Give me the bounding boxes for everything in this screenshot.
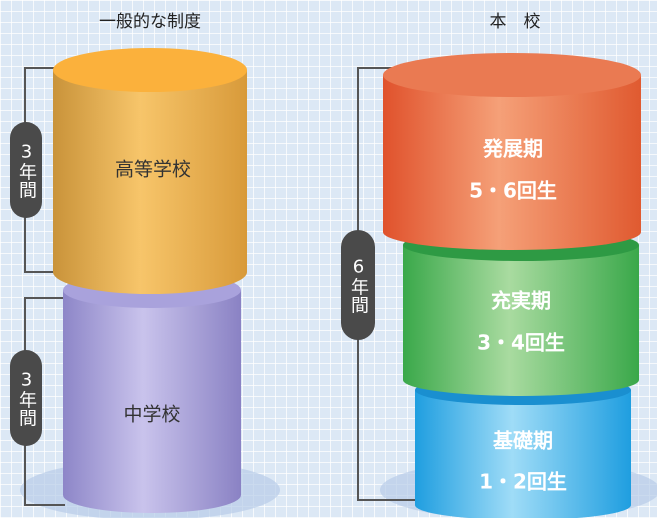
cylinder bbox=[53, 70, 247, 294]
cylinder bbox=[383, 75, 641, 250]
stage-grades: 5・6回生 bbox=[469, 179, 557, 203]
left-title: 一般的な制度 bbox=[99, 12, 201, 32]
duration-pill bbox=[10, 122, 42, 218]
stage-grades: 1・2回生 bbox=[479, 470, 567, 494]
stage-name: 充実期 bbox=[491, 289, 551, 313]
stage-grades: 3・4回生 bbox=[477, 331, 565, 355]
duration-pill bbox=[341, 230, 375, 340]
cylinder bbox=[403, 245, 639, 396]
cylinder-top bbox=[383, 53, 641, 97]
school-label: 高等学校 bbox=[115, 159, 191, 181]
duration-label: 6年間 bbox=[348, 257, 369, 315]
duration-pill bbox=[10, 350, 42, 446]
stage-name: 基礎期 bbox=[493, 429, 553, 453]
cylinder bbox=[415, 390, 631, 518]
school-label: 中学校 bbox=[123, 404, 180, 426]
stage-name: 発展期 bbox=[482, 137, 543, 161]
cylinder bbox=[63, 290, 241, 513]
cylinder-top bbox=[53, 48, 247, 92]
duration-label: 3年間 bbox=[16, 142, 37, 200]
right-title: 本 校 bbox=[490, 12, 541, 32]
duration-label: 3年間 bbox=[16, 370, 37, 428]
